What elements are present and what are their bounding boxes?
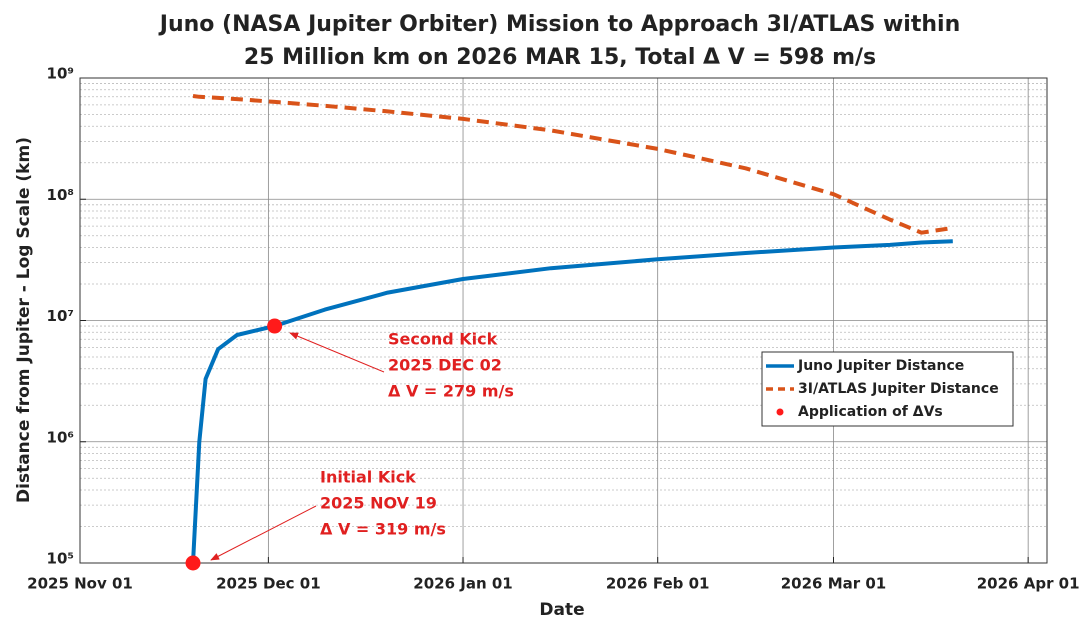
- y-axis-label: Distance from Jupiter - Log Scale (km): [14, 137, 34, 503]
- legend-label: Juno Jupiter Distance: [797, 358, 964, 374]
- legend-label: 3I/ATLAS Jupiter Distance: [798, 381, 999, 397]
- legend-box: [761, 351, 1014, 427]
- x-tick-label: 2026 Mar 01: [781, 575, 887, 593]
- y-tick-label: 10⁷: [47, 307, 74, 325]
- legend-label: Application of ΔVs: [798, 404, 943, 420]
- x-tick-label: 2026 Apr 01: [977, 575, 1080, 593]
- y-tick-label: 10⁶: [47, 428, 74, 446]
- x-tick-label: 2025 Nov 01: [27, 575, 133, 593]
- point: [267, 318, 283, 334]
- annotation: 2025 NOV 19: [320, 494, 437, 513]
- annotation-arrow: [289, 332, 385, 373]
- x-axis-label: Date: [539, 600, 584, 620]
- annotation: Δ V = 279 m/s: [388, 382, 514, 401]
- y-tick-label: 10⁵: [47, 550, 74, 568]
- y-tick-label: 10⁹: [47, 65, 74, 83]
- y-tick-label: 10⁸: [47, 186, 74, 204]
- annotation: Second Kick: [388, 330, 498, 349]
- legend-swatch: [776, 408, 784, 416]
- annotation: Δ V = 319 m/s: [320, 520, 446, 539]
- x-tick-label: 2026 Jan 01: [413, 575, 512, 593]
- annotation-arrow: [210, 505, 317, 561]
- plot-frame: [79, 77, 1048, 564]
- chart-title: Juno (NASA Jupiter Orbiter) Mission to A…: [158, 12, 960, 37]
- chart-title: 25 Million km on 2026 MAR 15, Total Δ V …: [244, 45, 876, 70]
- x-tick-label: 2025 Dec 01: [216, 575, 321, 593]
- x-tick-label: 2026 Feb 01: [606, 575, 710, 593]
- annotation: 2025 DEC 02: [388, 356, 502, 375]
- series-line: [191, 239, 953, 564]
- series-line: [192, 94, 954, 235]
- point: [185, 555, 201, 571]
- annotation: Initial Kick: [320, 468, 416, 487]
